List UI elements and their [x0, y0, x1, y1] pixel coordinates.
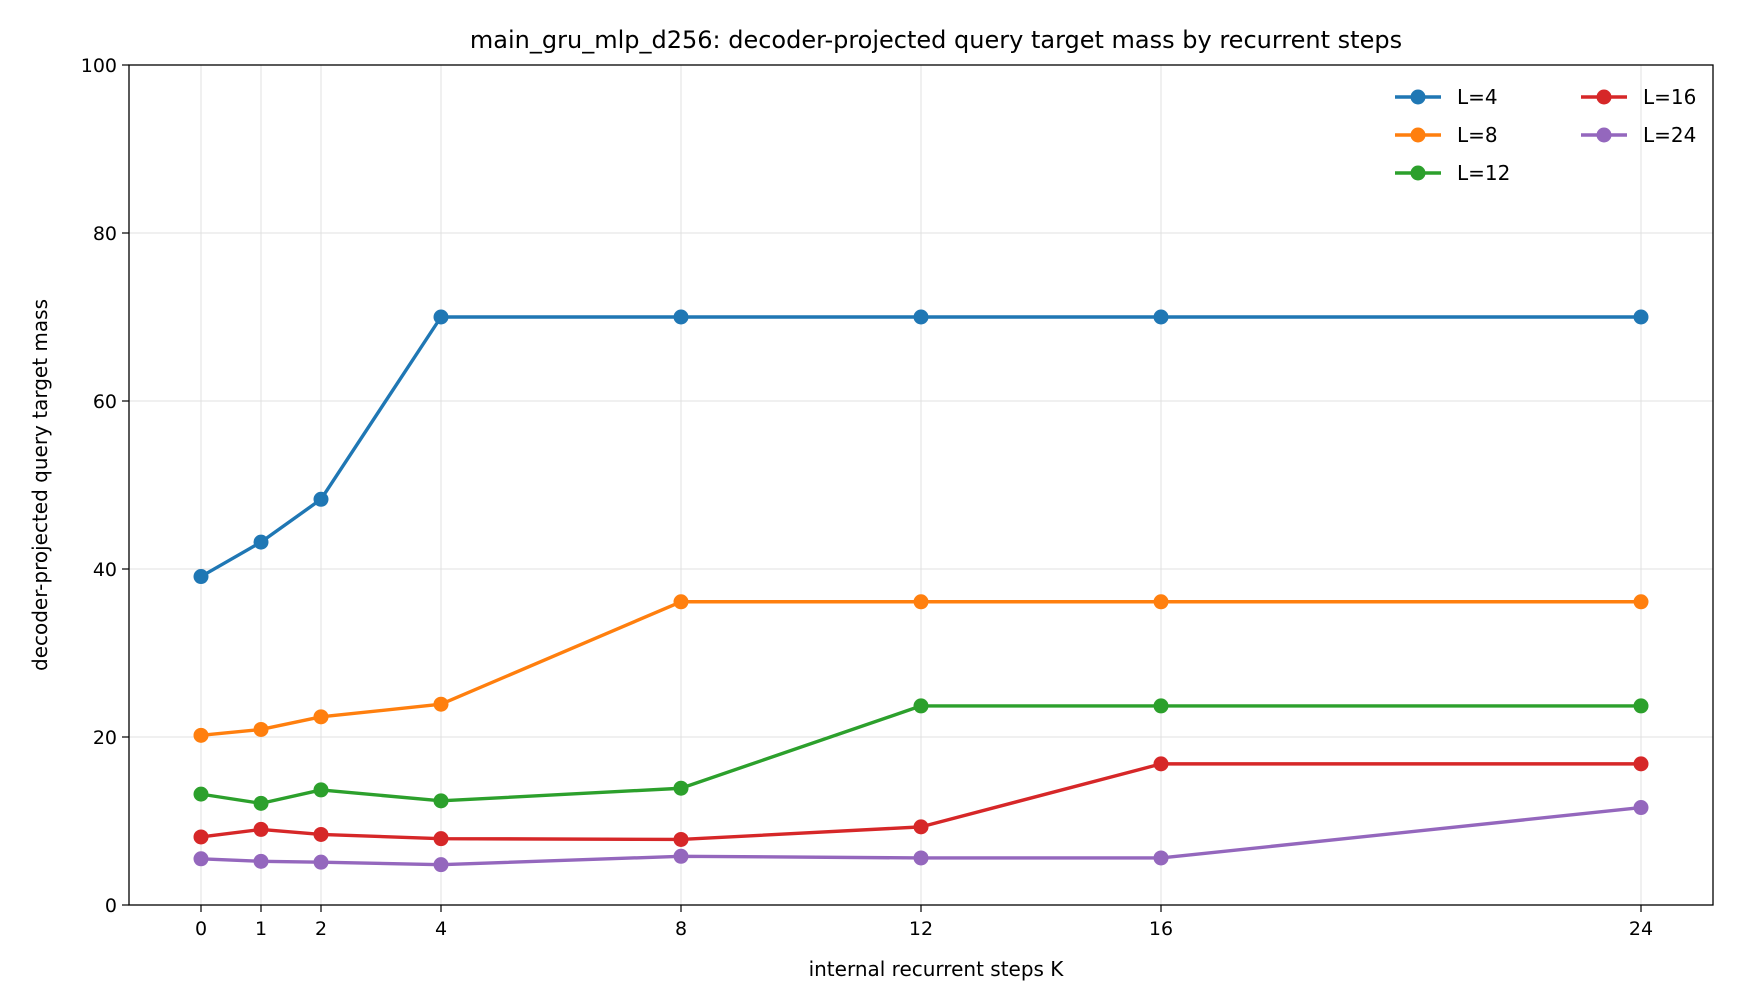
data-point [1153, 594, 1169, 610]
series-L=16 [193, 756, 1649, 847]
x-tick-label: 12 [909, 918, 933, 940]
x-tick-label: 16 [1149, 918, 1173, 940]
series-line [199, 805, 1643, 867]
data-point [1633, 594, 1649, 610]
data-point [673, 848, 689, 864]
data-point [253, 853, 269, 869]
data-point [253, 795, 269, 811]
data-point [193, 786, 209, 802]
data-point [1153, 309, 1169, 325]
series-L=12 [193, 698, 1649, 811]
legend: L=4 L=8 L=12 L=16 L=24 [1395, 85, 1696, 185]
data-point [193, 829, 209, 845]
legend-label: L=24 [1643, 123, 1696, 147]
series-line [199, 704, 1643, 806]
legend-label: L=8 [1457, 123, 1498, 147]
series-L=24 [193, 800, 1649, 873]
legend-marker [1596, 127, 1612, 143]
y-tick-label: 20 [93, 727, 117, 749]
series-line [199, 762, 1643, 842]
grid [129, 64, 1713, 906]
data-point [913, 819, 929, 835]
data-point [913, 309, 929, 325]
chart-title: main_gru_mlp_d256: decoder-projected que… [470, 26, 1402, 54]
data-point [673, 780, 689, 796]
data-point [913, 850, 929, 866]
data-point [1633, 698, 1649, 714]
x-tick-label: 24 [1629, 918, 1653, 940]
series-layer [193, 309, 1649, 873]
data-point [433, 793, 449, 809]
data-point [253, 721, 269, 737]
series-L=8 [193, 594, 1649, 743]
y-axis-ticks: 0 20 40 60 80 100 [81, 55, 129, 917]
x-tick-label: 8 [675, 918, 687, 940]
data-point [433, 831, 449, 847]
data-point [1153, 698, 1169, 714]
legend-item: L=8 [1395, 123, 1498, 147]
data-point [913, 698, 929, 714]
data-point [313, 782, 329, 798]
data-point [313, 826, 329, 842]
data-point [1633, 309, 1649, 325]
legend-marker [1410, 165, 1426, 181]
data-point [313, 491, 329, 507]
data-point [913, 594, 929, 610]
data-point [673, 831, 689, 847]
legend-marker [1410, 127, 1426, 143]
x-tick-label: 2 [315, 918, 327, 940]
legend-item: L=12 [1395, 161, 1510, 185]
y-tick-label: 60 [93, 391, 117, 413]
x-tick-label: 1 [255, 918, 267, 940]
series-L=4 [193, 309, 1649, 585]
data-point [253, 534, 269, 550]
data-point [1633, 756, 1649, 772]
data-point [1633, 800, 1649, 816]
data-point [1153, 756, 1169, 772]
legend-label: L=12 [1457, 161, 1510, 185]
data-point [193, 851, 209, 867]
legend-marker [1410, 89, 1426, 105]
data-point [253, 821, 269, 837]
data-point [313, 709, 329, 725]
data-point [433, 696, 449, 712]
legend-item: L=24 [1581, 123, 1696, 147]
data-point [433, 309, 449, 325]
series-line [199, 600, 1643, 738]
data-point [193, 727, 209, 743]
legend-label: L=16 [1643, 85, 1696, 109]
legend-item: L=16 [1581, 85, 1696, 109]
x-tick-label: 0 [195, 918, 207, 940]
y-tick-label: 0 [105, 895, 117, 917]
y-tick-label: 80 [93, 223, 117, 245]
data-point [1153, 850, 1169, 866]
data-point [313, 854, 329, 870]
legend-item: L=4 [1395, 85, 1498, 109]
y-axis-label: decoder-projected query target mass [28, 299, 52, 671]
legend-label: L=4 [1457, 85, 1498, 109]
data-point [673, 594, 689, 610]
x-axis-label: internal recurrent steps K [809, 957, 1065, 981]
x-tick-label: 4 [435, 918, 447, 940]
data-point [193, 569, 209, 585]
y-tick-label: 100 [81, 55, 117, 77]
series-line [199, 315, 1643, 579]
data-point [673, 309, 689, 325]
x-axis-ticks: 0 1 2 4 8 12 16 24 [195, 905, 1653, 940]
data-point [433, 857, 449, 873]
legend-marker [1596, 89, 1612, 105]
y-tick-label: 40 [93, 559, 117, 581]
